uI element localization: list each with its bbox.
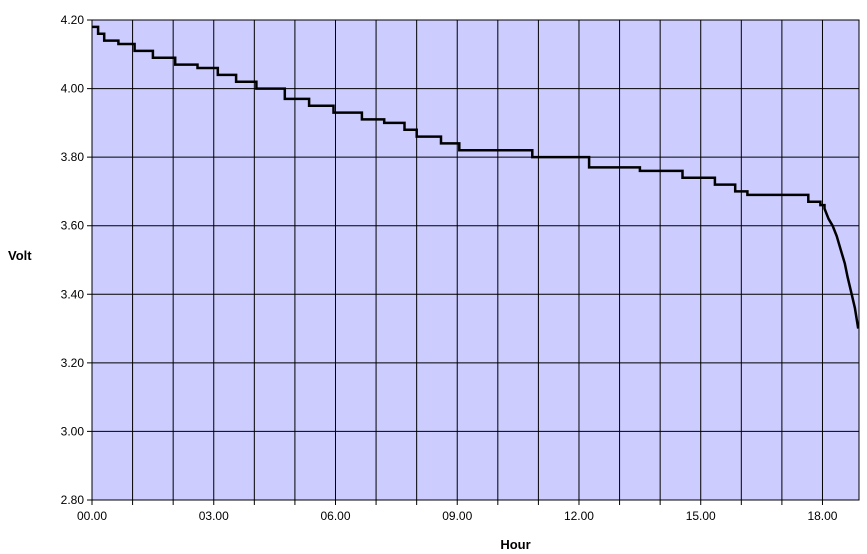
y-tick-label: 3.20 xyxy=(61,356,85,370)
y-tick-label: 3.80 xyxy=(61,150,85,164)
series-line xyxy=(92,25,860,329)
plot-area xyxy=(91,19,860,501)
x-tick-label: 09.00 xyxy=(442,509,472,523)
y-tick-label: 4.20 xyxy=(61,13,85,27)
x-tick-label: 12.00 xyxy=(564,509,594,523)
y-tick-label: 3.00 xyxy=(61,424,85,438)
x-tick-label: 06.00 xyxy=(320,509,350,523)
y-axis-title: Volt xyxy=(8,248,32,263)
x-tick-label: 00.00 xyxy=(77,509,107,523)
y-tick-label: 3.60 xyxy=(61,219,85,233)
horizontal-gridlines xyxy=(87,19,859,501)
y-tick-label: 4.00 xyxy=(61,82,85,96)
y-tick-labels: 2.80 3.00 3.20 3.40 3.60 3.80 4.00 4.20 xyxy=(61,13,85,507)
x-axis-title: Hour xyxy=(500,537,530,552)
y-tick-label: 2.80 xyxy=(61,493,85,507)
x-tick-label: 18.00 xyxy=(807,509,837,523)
x-tick-label: 03.00 xyxy=(199,509,229,523)
y-tick-label: 3.40 xyxy=(61,287,85,301)
x-tick-label: 15.00 xyxy=(686,509,716,523)
x-tick-labels: 00.00 03.00 06.00 09.00 12.00 15.00 18.00 xyxy=(77,509,838,523)
